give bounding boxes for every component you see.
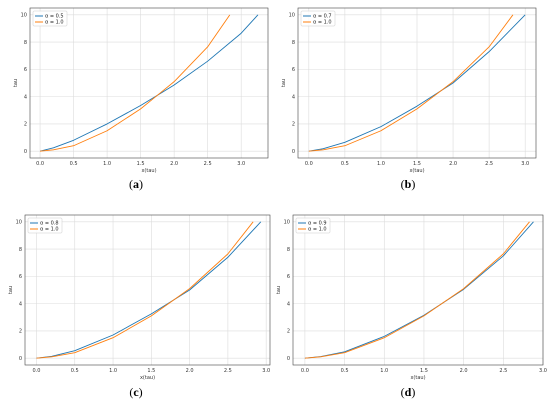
series-line-1 <box>308 14 526 152</box>
x-tick-label: 3.0 <box>237 161 245 167</box>
y-tick-label: 8 <box>24 40 27 46</box>
plot-frame <box>292 214 544 366</box>
series-line-1 <box>304 221 534 359</box>
y-tick-label: 6 <box>287 274 290 280</box>
panel-caption: (c) <box>129 385 142 399</box>
x-tick-label: 3.0 <box>539 368 547 374</box>
x-tick-label: 2.5 <box>499 368 507 374</box>
y-tick-label: 4 <box>287 301 290 307</box>
legend-label: α = 0.9 <box>308 221 327 227</box>
x-axis-label: x(tau) <box>409 168 424 174</box>
y-tick-label: 10 <box>21 13 27 19</box>
y-axis-label: tau <box>13 79 19 87</box>
x-tick-label: 2.5 <box>485 161 493 167</box>
y-tick-label: 2 <box>287 329 290 335</box>
legend-label: α = 1.0 <box>308 227 327 233</box>
x-tick-label: 3.0 <box>521 161 529 167</box>
y-axis-label: tau <box>281 79 287 87</box>
chart-panel-b: 0.0 0.5 1.0 1.5 2.0 2.5 3.0 0 2 4 6 8 10 x(tau) tau α =… <box>281 7 537 191</box>
panel-label: c <box>133 385 139 399</box>
x-tick-label: 1.0 <box>380 368 388 374</box>
series-line-2 <box>308 14 514 152</box>
x-tick-label: 1.5 <box>137 161 145 167</box>
panel-caption: (b) <box>401 177 416 191</box>
y-axis-label: tau <box>8 286 14 294</box>
x-tick-label: 2.0 <box>186 368 194 374</box>
y-tick-label: 10 <box>284 220 290 226</box>
chart-panel-c: 0.0 0.5 1.0 1.5 2.0 2.5 3.0 0 2 4 6 8 10 x(tau) tau α =… <box>8 214 271 399</box>
y-tick-label: 0 <box>24 149 27 155</box>
legend-label: α = 1.0 <box>40 227 59 233</box>
legend-label: α = 0.7 <box>313 14 332 20</box>
x-tick-label: 2.0 <box>460 368 468 374</box>
y-tick-label: 0 <box>292 149 295 155</box>
x-tick-label: 1.0 <box>103 161 111 167</box>
y-tick-label: 8 <box>287 247 290 253</box>
chart-panel-d: 0.0 0.5 1.0 1.5 2.0 2.5 3.0 0 2 4 6 8 10 x(tau) tau α =… <box>276 214 547 399</box>
x-axis-label: x(tau) <box>141 168 156 174</box>
y-tick-label: 4 <box>19 301 22 307</box>
x-tick-label: 1.0 <box>109 368 117 374</box>
x-tick-label: 2.5 <box>204 161 212 167</box>
y-tick-label: 4 <box>292 94 295 100</box>
y-tick-label: 2 <box>292 122 295 128</box>
y-tick-label: 8 <box>19 247 22 253</box>
plot-frame <box>24 214 271 366</box>
x-tick-label: 2.0 <box>170 161 178 167</box>
y-tick-label: 10 <box>289 13 295 19</box>
panel-caption: (a) <box>129 177 143 191</box>
x-tick-label: 0.5 <box>71 368 79 374</box>
y-tick-label: 2 <box>24 122 27 128</box>
x-tick-label: 0.0 <box>301 368 309 374</box>
y-tick-label: 8 <box>292 40 295 46</box>
y-tick-label: 2 <box>19 329 22 335</box>
x-tick-label: 0.5 <box>70 161 78 167</box>
x-tick-label: 3.0 <box>262 368 270 374</box>
y-tick-label: 6 <box>19 274 22 280</box>
y-tick-label: 4 <box>24 94 27 100</box>
x-tick-label: 0.5 <box>341 368 349 374</box>
panel-label: b <box>405 177 412 191</box>
x-tick-label: 1.5 <box>420 368 428 374</box>
y-tick-label: 0 <box>19 356 22 362</box>
series-line-2 <box>36 221 254 359</box>
series-line-2 <box>40 14 231 152</box>
legend-label: α = 1.0 <box>313 20 332 26</box>
y-axis-label: tau <box>276 286 282 294</box>
x-tick-label: 1.0 <box>377 161 385 167</box>
x-tick-label: 0.0 <box>33 368 41 374</box>
y-tick-label: 6 <box>292 67 295 73</box>
x-tick-label: 0.0 <box>305 161 313 167</box>
plot-frame <box>297 7 537 159</box>
x-tick-label: 2.5 <box>224 368 232 374</box>
x-tick-label: 0.0 <box>36 161 44 167</box>
x-tick-label: 0.5 <box>341 161 349 167</box>
legend-label: α = 0.5 <box>45 14 64 20</box>
series-line-1 <box>39 14 259 152</box>
panel-label: a <box>133 177 139 191</box>
x-axis-label: x(tau) <box>140 375 155 381</box>
x-axis-label: x(tau) <box>410 375 425 381</box>
x-tick-label: 2.0 <box>449 161 457 167</box>
panel-caption: (d) <box>401 385 416 399</box>
series-line-1 <box>36 221 262 359</box>
x-tick-label: 1.5 <box>413 161 421 167</box>
y-tick-label: 0 <box>287 356 290 362</box>
y-tick-label: 10 <box>16 220 22 226</box>
y-tick-label: 6 <box>24 67 27 73</box>
panel-label: d <box>405 385 412 399</box>
legend-label: α = 0.8 <box>40 221 59 227</box>
chart-panel-a: 0.0 0.5 1.0 1.5 2.0 2.5 3.0 0 2 4 6 8 10 x(tau) tau α =… <box>13 7 269 191</box>
series-line-2 <box>304 221 530 359</box>
legend-label: α = 1.0 <box>45 20 64 26</box>
plot-frame <box>29 7 269 159</box>
x-tick-label: 1.5 <box>147 368 155 374</box>
